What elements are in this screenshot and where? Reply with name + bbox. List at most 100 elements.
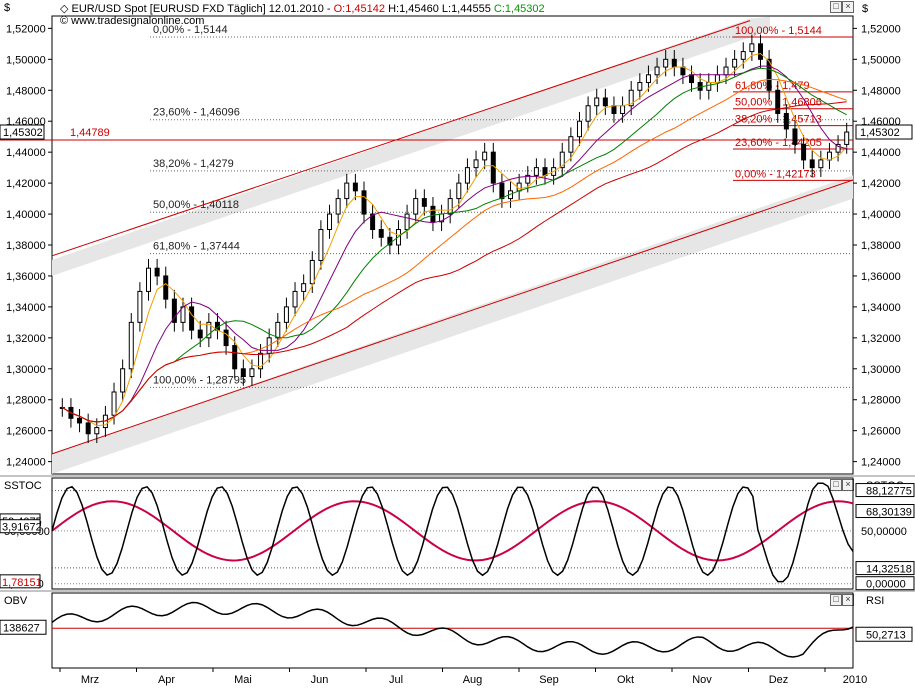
- y-tick-label: 1,50000: [6, 54, 46, 66]
- sstoc-value-label: 68,30139: [866, 507, 912, 519]
- obv-restore-button[interactable]: □: [830, 594, 842, 606]
- low-label: L:1,44555: [441, 3, 491, 15]
- x-month-label: Mrz: [81, 674, 99, 686]
- horizontal-level-label: 1,44789: [70, 127, 110, 139]
- candle: [706, 82, 712, 91]
- y-tick-label: 1,40000: [6, 209, 46, 221]
- candle: [85, 422, 91, 435]
- candle: [775, 89, 781, 114]
- candle: [749, 43, 755, 53]
- candle: [361, 190, 367, 215]
- candle: [258, 352, 264, 370]
- close-button[interactable]: ×: [842, 1, 854, 13]
- fib-right-label: 23,60% - 1,44205: [735, 137, 822, 149]
- fib-right-label: 38,20% - 1,45713: [735, 114, 822, 126]
- fib-left-label: 61,80% - 1,37444: [153, 241, 240, 253]
- x-month-label: Jun: [311, 674, 329, 686]
- fib-left-label: 50,00% - 1,40118: [153, 199, 239, 211]
- candle: [344, 182, 350, 200]
- sstoc-value-box: [855, 483, 915, 498]
- sstoc-value-box: [855, 504, 915, 519]
- obv-panel-frame: [51, 592, 854, 669]
- y-tick-label: 1,40000: [861, 209, 901, 221]
- candle: [689, 74, 695, 84]
- instrument-name: EUR/USD Spot [EURUSD FXD: [71, 3, 225, 15]
- candle: [594, 97, 600, 107]
- candle: [120, 368, 126, 393]
- y-tick-label: 1,28000: [861, 395, 901, 407]
- candle: [137, 290, 143, 323]
- candle: [490, 151, 496, 184]
- close-label: C:1,45302: [493, 3, 545, 15]
- sstoc-value-box: [855, 561, 915, 576]
- x-month-label: Mai: [234, 674, 252, 686]
- candle: [292, 290, 298, 308]
- y-tick-label: 1,28000: [6, 395, 46, 407]
- candle: [146, 267, 152, 292]
- candle: [309, 259, 315, 285]
- candle: [568, 136, 574, 153]
- sstoc-signal-line: [51, 500, 854, 562]
- candle: [482, 151, 488, 161]
- candle: [197, 329, 203, 339]
- candle: [111, 391, 117, 416]
- candle: [559, 151, 565, 169]
- candle: [283, 306, 289, 323]
- fib-left-label: 23,60% - 1,46096: [153, 107, 240, 119]
- x-month-label: Okt: [617, 674, 634, 686]
- candle: [94, 427, 100, 435]
- candle: [792, 128, 798, 145]
- candle: [835, 143, 841, 153]
- fib-right-label: 61,80% - 1,479: [735, 80, 810, 92]
- candle: [757, 43, 763, 60]
- y-tick-label: 1,24000: [861, 457, 901, 469]
- sstoc-value-label: 14,32518: [866, 564, 912, 576]
- candle: [628, 89, 634, 107]
- candle: [801, 143, 807, 161]
- x-month-label: Jul: [389, 674, 403, 686]
- candle: [404, 213, 410, 231]
- candle: [456, 182, 462, 200]
- candle: [232, 345, 238, 370]
- y-tick-label: 1,32000: [6, 333, 46, 345]
- last-price-label: 1,45302: [860, 127, 900, 139]
- candle: [387, 236, 393, 246]
- candle: [447, 198, 453, 215]
- candle: [352, 182, 358, 192]
- channel-lower-line: [51, 179, 854, 455]
- candle: [464, 167, 470, 184]
- candle: [370, 213, 376, 231]
- y-tick-label: 1,44000: [6, 147, 46, 159]
- candle: [275, 321, 281, 339]
- sstoc-left-box: [0, 574, 41, 589]
- y-tick-label: 1,36000: [6, 271, 46, 283]
- candle: [128, 321, 134, 370]
- candle: [163, 275, 169, 300]
- candle: [740, 51, 746, 60]
- y-tick-label: 1,24000: [6, 457, 46, 469]
- sstoc-panel-frame: [51, 477, 854, 590]
- restore-button[interactable]: □: [830, 1, 842, 13]
- candle: [645, 74, 651, 84]
- candle: [516, 182, 522, 192]
- y-tick-label: 1,34000: [6, 302, 46, 314]
- candle: [620, 105, 626, 114]
- candle: [240, 368, 246, 378]
- channel-upper-line: [51, 20, 751, 257]
- sstoc-value-label: 88,12775: [866, 486, 912, 498]
- candle: [499, 182, 505, 200]
- y-tick-label: 1,36000: [861, 271, 901, 283]
- candle: [654, 66, 660, 76]
- candle: [663, 58, 669, 68]
- instrument-header: ◇ EUR/USD Spot [EURUSD FXD Täglich] 12.0…: [60, 3, 545, 15]
- sstoc-left-box: [0, 519, 41, 534]
- sstoc-left-label: 3,91672: [2, 522, 42, 534]
- candle: [421, 198, 427, 207]
- last-price-box: [855, 124, 913, 140]
- fib-right-label: 100,00% - 1,5144: [735, 25, 822, 37]
- y-tick-label: 1,42000: [6, 178, 46, 190]
- x-month-label: Nov: [692, 674, 712, 686]
- candle: [637, 82, 643, 91]
- candle: [154, 267, 160, 277]
